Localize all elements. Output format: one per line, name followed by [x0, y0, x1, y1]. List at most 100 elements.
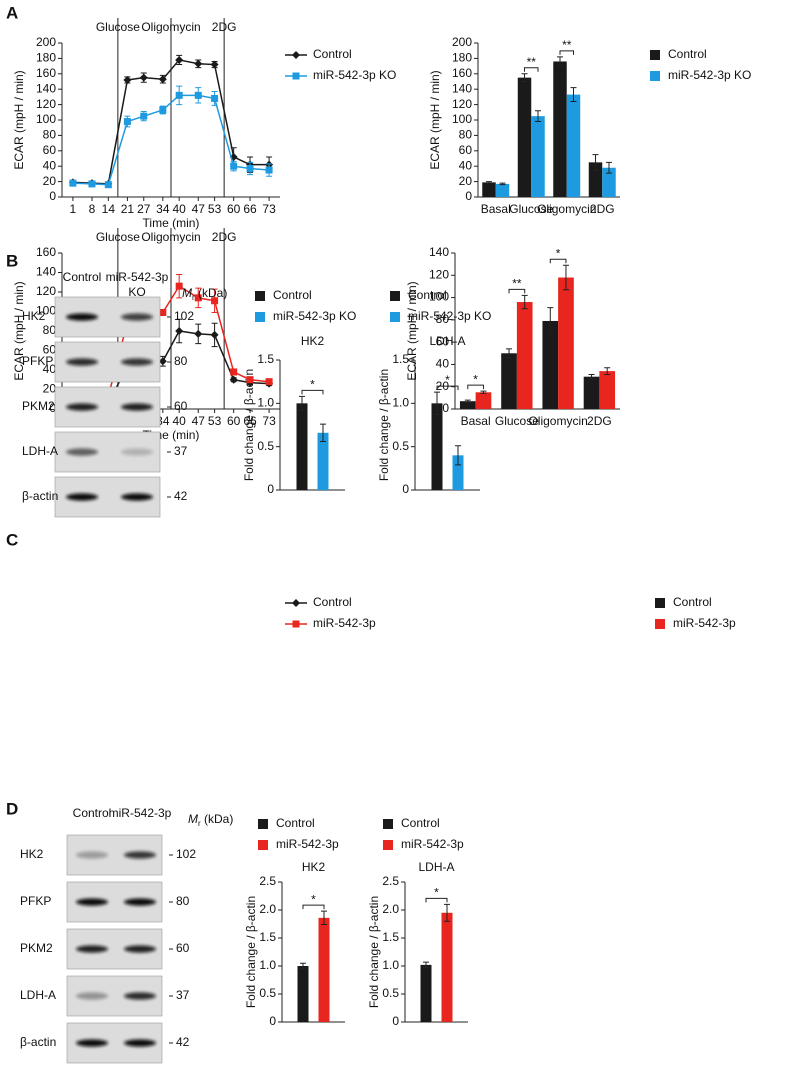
blot-band [76, 992, 108, 1000]
marker [194, 329, 203, 338]
blot-band [66, 403, 98, 411]
mr-symbol: M [182, 286, 192, 300]
significance-bracket [436, 385, 459, 391]
error-bar [480, 390, 487, 394]
y-tick-label: 1.0 [257, 396, 274, 410]
significance-bracket [301, 389, 324, 395]
mw-label: 102 [174, 309, 194, 323]
y-tick-label: 120 [36, 284, 56, 298]
blot-band [124, 898, 156, 906]
legend-label: miR-542-3p [313, 616, 376, 630]
legend-swatch [258, 819, 268, 829]
x-axis-label: Time (min) [143, 216, 200, 230]
blot-band [124, 1039, 156, 1047]
x-tick-label: 27 [137, 202, 151, 216]
y-tick-label: 1.0 [392, 396, 409, 410]
y-tick-label: 0.5 [259, 986, 276, 1000]
legend-label: miR-542-3p [673, 616, 736, 630]
y-tick-label: 100 [429, 290, 449, 304]
mw-label: 42 [176, 1035, 190, 1049]
y-tick-label: 160 [36, 245, 56, 259]
blot-band [124, 945, 156, 953]
chart-title: HK2 [302, 860, 326, 874]
y-tick-label: 100 [36, 304, 56, 318]
marker [194, 59, 203, 68]
legend-marker [292, 599, 300, 607]
x-tick-label: 2DG [590, 202, 615, 216]
y-tick-label: 100 [36, 112, 56, 126]
y-tick-label: 60 [459, 143, 473, 157]
marker [211, 297, 219, 305]
marker [230, 162, 238, 170]
y-tick-label: 0 [49, 189, 56, 203]
mr-label: Mr (kDa) [182, 286, 227, 302]
x-tick-label: 47 [192, 202, 206, 216]
y-axis-label: ECAR (mpH / min) [12, 70, 26, 169]
bar [452, 455, 464, 490]
blot-band [66, 358, 98, 366]
bar [459, 401, 476, 409]
y-tick-label: 2.0 [259, 902, 276, 916]
x-tick-label: 60 [227, 414, 241, 428]
injection-label: Glucose [96, 230, 140, 244]
x-tick-label: 8 [89, 202, 96, 216]
error-bar [444, 903, 450, 922]
mw-label: 60 [176, 941, 190, 955]
x-tick-label: 66 [243, 414, 257, 428]
y-tick-label: 2.5 [382, 874, 399, 888]
y-axis-label: Fold change / β-actin [367, 896, 381, 1008]
x-tick-label: 40 [172, 202, 186, 216]
y-tick-label: 80 [43, 323, 57, 337]
y-tick-label: 80 [436, 312, 450, 326]
error-bar [534, 110, 541, 123]
y-tick-label: 1.0 [382, 958, 399, 972]
x-tick-label: 40 [172, 414, 186, 428]
marker [230, 368, 238, 376]
legend-label: Control [313, 47, 352, 61]
significance-bracket [467, 384, 484, 390]
significance-label: ** [562, 38, 572, 52]
y-tick-label: 2.0 [382, 902, 399, 916]
x-tick-label: Oligomycin [528, 414, 587, 428]
error-bar [506, 348, 513, 359]
protein-label: HK2 [22, 309, 46, 323]
mw-label: 80 [176, 894, 190, 908]
legend-label: Control [276, 816, 315, 830]
legend-label: miR-542-3p [276, 837, 339, 851]
significance-label: * [434, 886, 439, 900]
x-tick-label: 14 [102, 202, 116, 216]
mw-label: 60 [174, 399, 188, 413]
marker [246, 165, 254, 173]
legend-label: miR-542-3p KO [273, 309, 356, 323]
y-tick-label: 60 [436, 334, 450, 348]
legend-swatch [390, 291, 400, 301]
bar [297, 966, 309, 1022]
protein-label: β-actin [22, 489, 58, 503]
legend-label: miR-542-3p KO [408, 309, 491, 323]
mr-subscript: r [198, 819, 201, 828]
marker [158, 357, 167, 366]
legend-swatch [255, 291, 265, 301]
error-bar [521, 73, 528, 82]
marker [123, 75, 132, 84]
marker [104, 181, 112, 189]
significance-label: ** [512, 277, 522, 291]
error-bar [547, 307, 554, 335]
blot-band [76, 1039, 108, 1047]
y-tick-label: 80 [459, 128, 473, 142]
blot-band [121, 313, 153, 321]
error-bar [605, 161, 612, 174]
mr-unit: (kDa) [204, 812, 233, 826]
legend-swatch [383, 840, 393, 850]
blot-band [76, 945, 108, 953]
y-tick-label: 120 [36, 97, 56, 111]
chart-title: HK2 [301, 334, 325, 348]
legend-marker [292, 620, 300, 628]
legend-label: miR-542-3p KO [313, 68, 396, 82]
bar [431, 403, 443, 490]
y-tick-label: 1.5 [257, 352, 274, 366]
bar [602, 167, 616, 197]
marker [210, 60, 219, 69]
x-tick-label: 73 [262, 414, 276, 428]
y-tick-label: 40 [436, 357, 450, 371]
